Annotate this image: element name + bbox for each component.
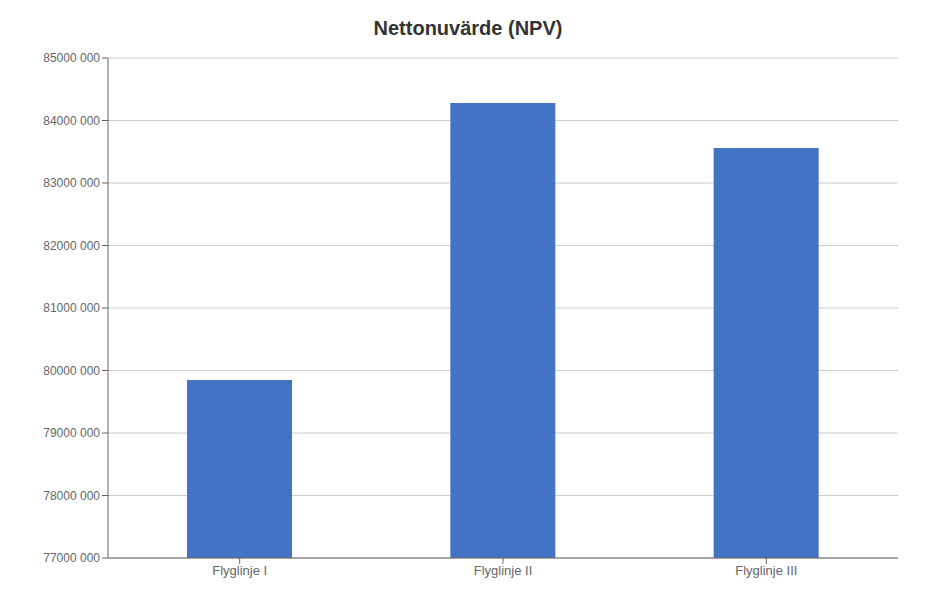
svg-text:Flyglinje II: Flyglinje II (474, 563, 533, 578)
html-text:Nettonuvärde (NPV): Nettonuvärde (NPV) (373, 17, 563, 39)
svg-text:78000 000: 78000 000 (43, 489, 100, 503)
svg-text:Flyglinje III: Flyglinje III (735, 563, 797, 578)
svg-text:84000 000: 84000 000 (43, 114, 100, 128)
svg-text:79000 000: 79000 000 (43, 426, 100, 440)
svg-text:80000 000: 80000 000 (43, 364, 100, 378)
svg-text:81000 000: 81000 000 (43, 301, 100, 315)
svg-text:82000 000: 82000 000 (43, 239, 100, 253)
svg-text:85000 000: 85000 000 (43, 51, 100, 65)
svg-text:Flyglinje I: Flyglinje I (212, 563, 267, 578)
svg-text:77000 000: 77000 000 (43, 551, 100, 565)
svg-text:83000 000: 83000 000 (43, 176, 100, 190)
